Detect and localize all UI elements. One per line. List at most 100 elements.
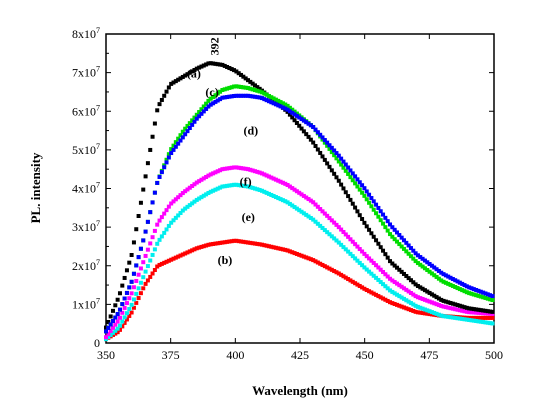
data-point <box>273 195 278 200</box>
data-point <box>299 253 304 258</box>
data-point <box>404 249 409 254</box>
data-point <box>376 205 381 210</box>
data-point <box>325 213 330 218</box>
data-point <box>171 80 176 85</box>
data-point <box>422 288 427 293</box>
data-point <box>488 315 493 320</box>
data-point <box>485 311 490 316</box>
data-point <box>490 315 495 320</box>
data-point <box>208 172 213 177</box>
data-point <box>113 322 118 327</box>
data-point <box>378 280 383 285</box>
data-point <box>318 207 323 212</box>
data-point <box>367 289 372 294</box>
data-point <box>290 250 295 255</box>
data-point <box>385 298 390 303</box>
data-point <box>120 319 125 324</box>
data-point <box>483 295 488 300</box>
y-axis-title: PL. intensity <box>28 152 43 223</box>
data-point <box>197 196 202 201</box>
data-point <box>252 94 257 99</box>
data-point <box>215 169 220 174</box>
data-point <box>173 215 178 220</box>
data-point <box>462 317 467 322</box>
data-point <box>322 264 327 269</box>
data-point <box>315 221 320 226</box>
data-point <box>429 300 434 305</box>
data-point <box>362 265 367 270</box>
data-point <box>369 204 374 209</box>
data-point <box>390 301 395 306</box>
data-point <box>339 182 344 187</box>
data-point <box>266 191 271 196</box>
data-point <box>367 227 372 232</box>
data-point <box>313 202 318 207</box>
data-point <box>446 305 451 310</box>
data-point <box>294 251 299 256</box>
data-point <box>336 225 341 230</box>
data-point <box>474 315 479 320</box>
data-point <box>301 129 306 134</box>
data-point <box>439 297 444 302</box>
data-point <box>355 184 360 189</box>
data-point <box>320 209 325 214</box>
data-point <box>145 264 150 269</box>
data-point <box>234 93 239 98</box>
data-point <box>346 234 351 239</box>
data-point <box>134 300 139 305</box>
data-point <box>236 183 241 188</box>
data-point <box>169 81 174 86</box>
data-point <box>457 316 462 321</box>
data-point <box>187 70 192 75</box>
data-point <box>355 209 360 214</box>
data-point <box>127 307 132 312</box>
data-point <box>246 93 251 98</box>
data-point <box>243 85 248 90</box>
data-point <box>266 99 271 104</box>
data-point <box>364 224 369 229</box>
data-point <box>218 185 223 190</box>
data-point <box>301 118 306 123</box>
data-point <box>353 181 358 186</box>
data-point <box>243 240 248 245</box>
data-point <box>376 277 381 282</box>
data-point <box>294 206 299 211</box>
data-point <box>434 267 439 272</box>
data-point <box>397 233 402 238</box>
data-point <box>134 227 139 232</box>
data-point <box>360 285 365 290</box>
data-point <box>166 85 171 90</box>
data-point <box>276 178 281 183</box>
data-point <box>124 301 129 306</box>
data-point <box>422 311 427 316</box>
data-point <box>313 144 318 149</box>
data-point <box>204 192 209 197</box>
data-point <box>322 228 327 233</box>
data-point <box>239 84 244 89</box>
data-point <box>399 284 404 289</box>
data-point <box>220 62 225 67</box>
data-point <box>180 135 185 140</box>
data-point <box>234 69 239 74</box>
data-point <box>145 247 150 252</box>
data-point <box>418 285 423 290</box>
data-point <box>388 259 393 264</box>
data-point <box>252 88 257 93</box>
data-point <box>236 239 241 244</box>
data-point <box>478 308 483 313</box>
data-point <box>176 136 181 141</box>
data-point <box>474 287 479 292</box>
data-point <box>427 309 432 314</box>
data-point <box>353 205 358 210</box>
data-point <box>187 121 192 126</box>
data-point <box>436 303 441 308</box>
data-point <box>313 259 318 264</box>
data-point <box>106 319 111 324</box>
data-point <box>159 170 164 175</box>
data-point <box>476 307 481 312</box>
data-point <box>455 286 460 291</box>
data-point <box>388 222 393 227</box>
data-point <box>371 260 376 265</box>
data-point <box>120 283 125 288</box>
data-point <box>280 198 285 203</box>
